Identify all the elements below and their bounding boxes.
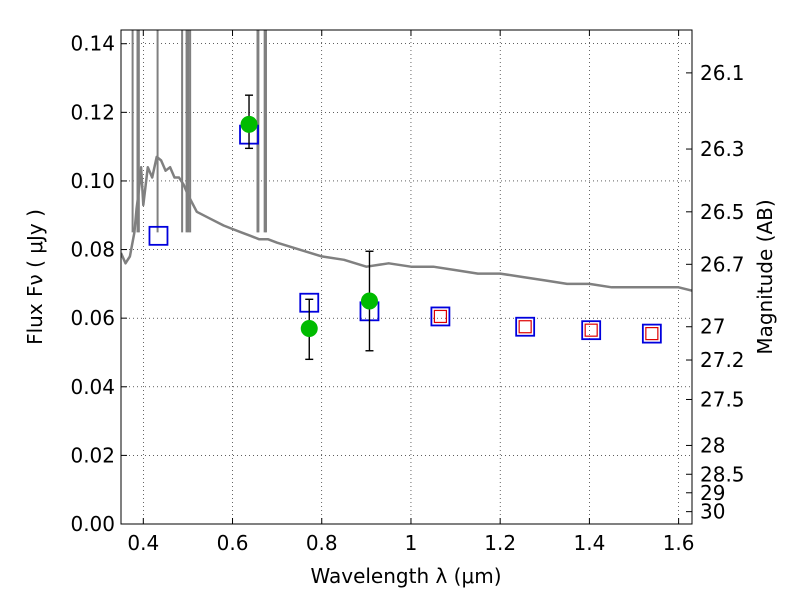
extra-flux-box — [433, 309, 448, 324]
x-tick-label: 1.4 — [573, 531, 605, 555]
model-spectrum-line — [121, 155, 692, 292]
x-tick-label: 1.6 — [663, 531, 695, 555]
observed-point — [300, 319, 318, 337]
model-flux-box — [430, 306, 451, 327]
right-tick-label: 29 — [700, 481, 725, 505]
right-tick-label: 26.5 — [700, 200, 745, 224]
observed-point — [240, 115, 258, 133]
model-flux-box — [515, 316, 536, 337]
right-tick-label: 30 — [700, 500, 725, 524]
observed-point — [360, 292, 378, 310]
photometry-markers — [148, 94, 662, 361]
y-axis-label: Flux Fν ( μJy ) — [23, 209, 47, 345]
plot-frame — [120, 29, 693, 525]
right-tick-label: 28 — [700, 433, 725, 457]
right-axis-label: Magnitude (AB) — [753, 199, 777, 354]
right-tick-label: 27.2 — [700, 348, 745, 372]
right-tick-label: 28.5 — [700, 462, 745, 486]
x-axis-ticks: 0.4 0.6 0.8 1 1.2 1.4 1.6 — [127, 30, 695, 555]
extra-flux-box — [645, 327, 659, 341]
x-tick-label: 0.6 — [217, 531, 249, 555]
y-tick-label: 0.08 — [70, 238, 115, 262]
right-tick-label: 26.3 — [700, 137, 745, 161]
right-tick-label: 26.1 — [700, 61, 745, 85]
x-tick-label: 1.2 — [484, 531, 516, 555]
x-tick-label: 0.4 — [127, 531, 159, 555]
x-tick-label: 0.8 — [306, 531, 338, 555]
extra-flux-box — [584, 323, 598, 337]
extra-flux-box — [518, 320, 532, 334]
x-axis-label: Wavelength λ (μm) — [310, 564, 501, 588]
model-flux-box — [581, 320, 602, 341]
model-spectrum — [121, 30, 692, 292]
y-tick-label: 0.10 — [70, 169, 115, 193]
right-tick-label: 27 — [700, 315, 725, 339]
y-axis-ticks: 0.00 0.02 0.04 0.06 0.08 0.10 0.12 0.14 — [70, 32, 127, 536]
y-tick-label: 0.02 — [70, 443, 115, 467]
grid — [121, 30, 692, 525]
y-tick-label: 0.12 — [70, 100, 115, 124]
right-tick-label: 27.5 — [700, 387, 745, 411]
y-tick-label: 0.00 — [70, 512, 115, 536]
model-flux-box — [148, 225, 169, 246]
y-tick-label: 0.06 — [70, 306, 115, 330]
y-tick-label: 0.04 — [70, 375, 115, 399]
model-flux-box — [641, 323, 662, 344]
x-tick-label: 1 — [405, 531, 418, 555]
y-tick-label: 0.14 — [70, 32, 115, 56]
right-tick-label: 26.7 — [700, 252, 745, 276]
